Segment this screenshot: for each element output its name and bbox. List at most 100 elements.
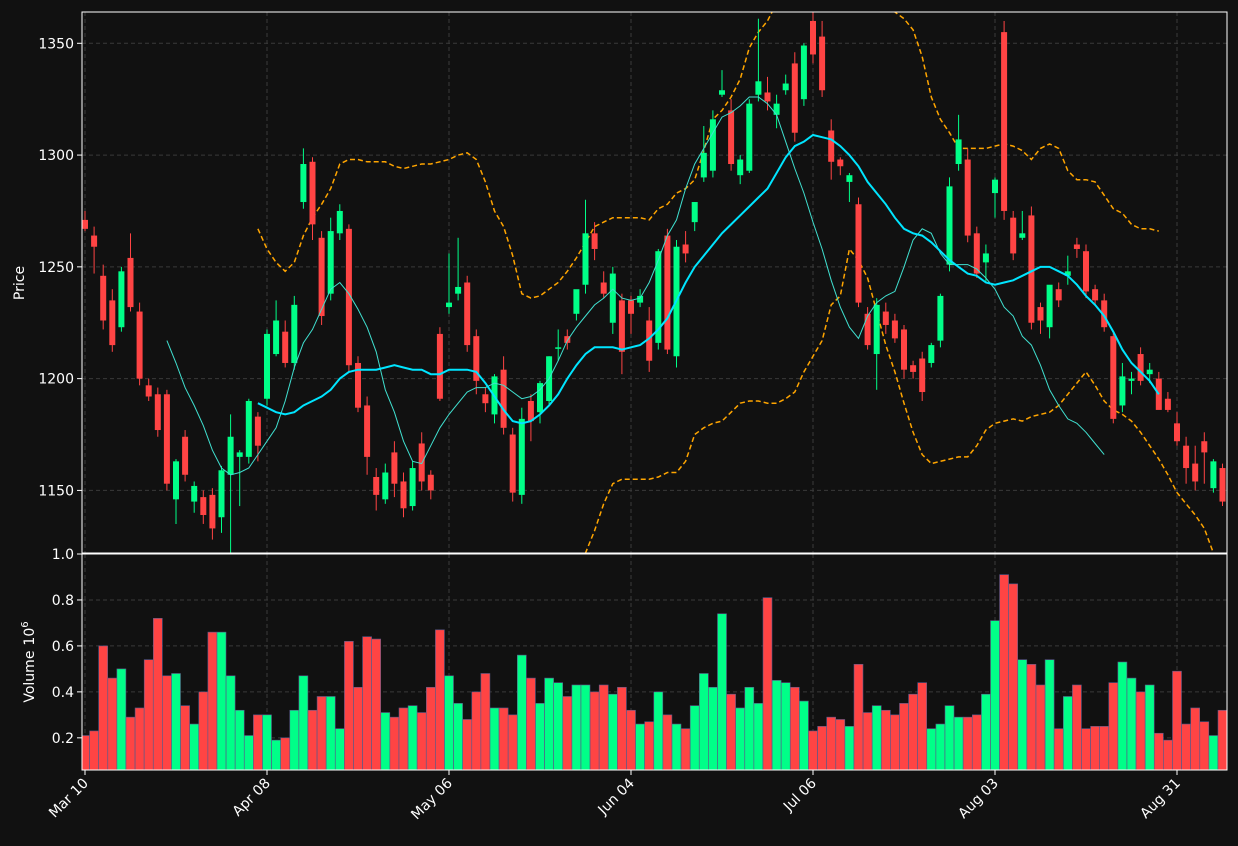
candle-body-down bbox=[391, 452, 398, 484]
upper-band-line bbox=[257, 12, 1159, 299]
volume-bar bbox=[344, 641, 354, 770]
candle-body-down bbox=[527, 400, 534, 422]
candle-body-down bbox=[400, 481, 407, 509]
volume-bar bbox=[562, 696, 573, 770]
volume-panel-frame bbox=[81, 553, 1228, 771]
volume-bar bbox=[216, 631, 227, 770]
candle-body-up bbox=[264, 333, 270, 399]
candle-body-down bbox=[837, 159, 844, 167]
volume-bar bbox=[325, 696, 336, 770]
candle-body-down bbox=[464, 282, 471, 346]
volume-bar bbox=[680, 728, 691, 770]
volume-bar bbox=[553, 682, 564, 770]
candle-body-down bbox=[828, 130, 835, 162]
candle-body-up bbox=[746, 103, 753, 171]
volume-bar bbox=[753, 703, 764, 770]
volume-bar bbox=[371, 638, 382, 770]
candle-body-up bbox=[218, 470, 225, 518]
volume-bar bbox=[598, 684, 609, 770]
candle-body-down bbox=[1055, 289, 1062, 301]
candle-body-up bbox=[937, 295, 944, 341]
volume-bar bbox=[153, 618, 163, 770]
volume-bar bbox=[471, 691, 482, 770]
volume-bar bbox=[953, 716, 964, 770]
candle-body-down bbox=[109, 300, 116, 346]
volume-bar bbox=[1063, 696, 1073, 770]
volume-bar bbox=[935, 723, 946, 770]
price-axis-label: Price bbox=[12, 266, 28, 300]
candle-body-down bbox=[427, 474, 434, 491]
candle-body-up bbox=[118, 271, 125, 328]
candle-body-up bbox=[1064, 271, 1071, 276]
candle-body-up bbox=[191, 485, 198, 502]
volume-bar bbox=[644, 721, 655, 770]
volume-bar bbox=[1081, 728, 1091, 770]
volume-bar bbox=[280, 737, 291, 770]
volume-bar bbox=[971, 714, 982, 770]
candle-body-down bbox=[1101, 300, 1108, 328]
candle-body-up bbox=[537, 383, 543, 413]
candle-body-up bbox=[336, 210, 343, 234]
volume-axis-label-base: 10 bbox=[22, 628, 38, 646]
volume-bar bbox=[689, 705, 700, 770]
candle-body-up bbox=[737, 159, 744, 176]
price-tick-label: 1350 bbox=[38, 36, 74, 52]
volume-bar bbox=[607, 693, 618, 770]
volume-bar bbox=[1163, 739, 1173, 770]
candle-body-up bbox=[1128, 378, 1135, 381]
candle-body-down bbox=[364, 405, 371, 457]
volume-bar bbox=[917, 682, 928, 770]
volume-bar bbox=[580, 684, 591, 770]
volume-bar bbox=[271, 739, 281, 770]
volume-bar bbox=[962, 716, 973, 770]
volume-bar bbox=[1199, 721, 1210, 770]
candle-body-down bbox=[1137, 354, 1144, 381]
volume-bar bbox=[171, 673, 181, 770]
price-tick-label: 1200 bbox=[38, 372, 74, 388]
candle-body-down bbox=[309, 161, 316, 225]
volume-bar bbox=[717, 613, 727, 770]
volume-bar bbox=[1144, 684, 1155, 770]
candle-body-up bbox=[455, 286, 462, 294]
volume-bar bbox=[1135, 691, 1146, 770]
volume-bar bbox=[735, 707, 746, 770]
candle-body-down bbox=[973, 233, 980, 274]
volume-bar bbox=[262, 714, 272, 770]
volume-tick-label: 0.8 bbox=[52, 593, 74, 609]
volume-bar bbox=[835, 719, 846, 770]
volume-bar bbox=[826, 716, 837, 770]
volume-bar bbox=[744, 686, 755, 770]
candle-body-up bbox=[928, 345, 935, 363]
volume-bar bbox=[899, 703, 909, 770]
volume-bar bbox=[462, 719, 473, 770]
candle-body-up bbox=[700, 152, 707, 178]
volume-bar bbox=[244, 735, 254, 770]
candle-body-down bbox=[1028, 215, 1035, 323]
volume-bars bbox=[82, 574, 1227, 770]
candle-body-up bbox=[982, 253, 989, 263]
candle-body-down bbox=[564, 336, 571, 343]
candle-body-down bbox=[145, 385, 152, 397]
volume-bar bbox=[1017, 659, 1028, 770]
candle-body-down bbox=[891, 320, 898, 339]
candle-body-down bbox=[1010, 217, 1017, 254]
candle-body-up bbox=[1146, 369, 1153, 375]
volume-bar bbox=[398, 707, 409, 770]
ma-slow-line bbox=[257, 133, 1160, 425]
candle-body-up bbox=[1019, 233, 1026, 238]
candle-body-down bbox=[810, 20, 816, 55]
volume-bar bbox=[1108, 682, 1119, 770]
volume-bar bbox=[617, 686, 627, 770]
candle-body-up bbox=[236, 452, 243, 457]
volume-bar bbox=[253, 714, 263, 770]
candle-body-up bbox=[327, 231, 334, 294]
candle-body-up bbox=[782, 83, 789, 91]
candle-body-down bbox=[882, 311, 889, 325]
volume-bar bbox=[1181, 723, 1191, 770]
candle-body-down bbox=[318, 237, 325, 317]
candle-body-down bbox=[1164, 398, 1171, 410]
volume-bar bbox=[334, 728, 345, 770]
volume-bar bbox=[198, 691, 209, 770]
volume-bar bbox=[926, 728, 937, 770]
price-panel-frame bbox=[81, 11, 1228, 554]
